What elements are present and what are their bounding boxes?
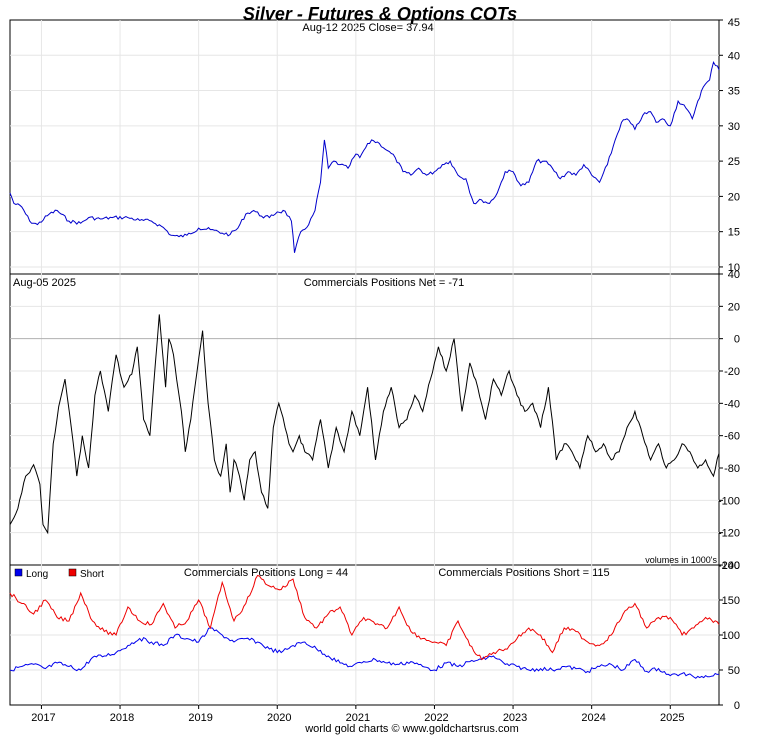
y-tick-label: 50 (728, 665, 740, 677)
legend-long-swatch (14, 568, 23, 577)
x-tick-label: 2018 (110, 712, 134, 724)
chart-title: Silver - Futures & Options COTs (243, 4, 517, 24)
footer-credit: world gold charts © www.goldchartsrus.co… (304, 723, 519, 735)
legend-short-swatch (68, 568, 77, 577)
short-positions-line (9, 574, 720, 661)
price-subtitle: Aug-12 2025 Close= 37.94 (302, 22, 433, 34)
y-tick-label: 200 (722, 560, 740, 572)
volumes-note: volumes in 1000's (645, 555, 717, 565)
x-tick-label: 2022 (424, 712, 448, 724)
y-tick-label: 25 (728, 156, 740, 168)
short-panel-title: Commercials Positions Short = 115 (438, 567, 609, 579)
y-tick-label: 35 (728, 86, 740, 98)
legend-short-label: Short (80, 569, 104, 580)
y-tick-label: -40 (724, 398, 740, 410)
y-tick-label: -120 (718, 528, 740, 540)
x-tick-label: 2023 (503, 712, 527, 724)
x-tick-label: 2017 (31, 712, 55, 724)
y-tick-label: -20 (724, 366, 740, 378)
axes: 2017 2018 2019 2020 2021 2022 2023 2024 20251015… (31, 17, 740, 724)
x-tick-label: 2020 (267, 712, 291, 724)
y-tick-label: 0 (734, 334, 740, 346)
net-date-label: Aug-05 2025 (13, 277, 76, 289)
y-tick-label: -140 (718, 560, 740, 572)
y-tick-label: -100 (718, 495, 740, 507)
y-tick-label: 45 (728, 17, 740, 29)
y-tick-label: 150 (722, 595, 740, 607)
y-tick-label: 40 (728, 269, 740, 281)
y-tick-label: 10 (728, 262, 740, 274)
price-line (9, 61, 720, 253)
x-tick-label: 2021 (346, 712, 370, 724)
y-tick-label: 20 (728, 191, 740, 203)
y-tick-label: 30 (728, 121, 740, 133)
y-tick-label: 40 (728, 50, 740, 62)
long-positions-line (9, 627, 720, 679)
legend-long-label: Long (26, 569, 48, 580)
x-tick-label: 2024 (581, 712, 605, 724)
y-tick-label: 15 (728, 227, 740, 239)
long-panel-title: Commercials Positions Long = 44 (184, 567, 348, 579)
x-tick-label: 2019 (188, 712, 212, 724)
series (9, 61, 720, 679)
net-panel-title: Commercials Positions Net = -71 (304, 277, 464, 289)
y-tick-label: -80 (724, 463, 740, 475)
net-positions-line (9, 314, 720, 535)
y-tick-label: 20 (728, 301, 740, 313)
grid (10, 20, 719, 705)
y-tick-label: 100 (722, 630, 740, 642)
y-tick-label: 0 (734, 700, 740, 712)
x-tick-label: 2025 (660, 712, 684, 724)
y-tick-label: -60 (724, 431, 740, 443)
